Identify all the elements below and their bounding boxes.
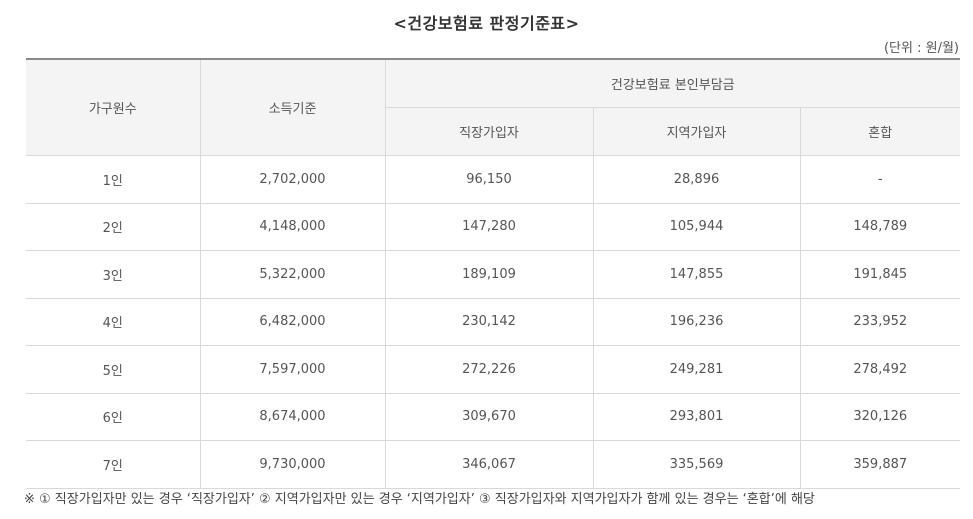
table-row: 3인 5,322,000 189,109 147,855 191,845 [26,250,961,299]
header-premium-group: 건강보험료 본인부담금 [385,58,961,108]
header-income: 소득기준 [200,58,386,156]
page-title: <건강보험료 판정기준표> [393,14,580,33]
cell-household: 6인 [26,393,201,441]
cell-household: 4인 [26,298,201,346]
cell-mixed: 359,887 [800,440,961,489]
cell-employee: 189,109 [385,250,594,299]
cell-employee: 309,670 [385,393,594,441]
cell-income: 9,730,000 [200,440,386,489]
cell-income: 7,597,000 [200,345,386,394]
table-row: 6인 8,674,000 309,670 293,801 320,126 [26,393,961,441]
table-row: 4인 6,482,000 230,142 196,236 233,952 [26,298,961,346]
cell-regional: 196,236 [593,298,801,346]
header-regional: 지역가입자 [593,107,801,156]
header-mixed: 혼합 [800,107,961,156]
cell-household: 7인 [26,440,201,489]
cell-mixed: 148,789 [800,203,961,251]
cell-mixed: 320,126 [800,393,961,441]
cell-employee: 96,150 [385,155,594,204]
unit-label: (단위 : 원/월) [883,41,959,56]
table-row: 5인 7,597,000 272,226 249,281 278,492 [26,345,961,394]
cell-income: 2,702,000 [200,155,386,204]
table-row: 7인 9,730,000 346,067 335,569 359,887 [26,440,961,489]
cell-employee: 230,142 [385,298,594,346]
premium-criteria-table: 가구원수 소득기준 건강보험료 본인부담금 직장가입자 지역가입자 혼합 1인 … [26,58,961,489]
footnote: ※ ① 직장가입자만 있는 경우 ‘직장가입자’ ② 지역가입자만 있는 경우 … [24,492,815,507]
cell-employee: 147,280 [385,203,594,251]
table-row: 1인 2,702,000 96,150 28,896 - [26,155,961,204]
cell-regional: 293,801 [593,393,801,441]
cell-regional: 249,281 [593,345,801,394]
header-household: 가구원수 [26,58,201,156]
cell-mixed: 233,952 [800,298,961,346]
cell-mixed: - [800,155,961,204]
cell-income: 8,674,000 [200,393,386,441]
cell-income: 5,322,000 [200,250,386,299]
cell-income: 6,482,000 [200,298,386,346]
cell-income: 4,148,000 [200,203,386,251]
cell-mixed: 191,845 [800,250,961,299]
cell-regional: 28,896 [593,155,801,204]
header-employee: 직장가입자 [385,107,594,156]
cell-household: 5인 [26,345,201,394]
cell-regional: 105,944 [593,203,801,251]
cell-employee: 272,226 [385,345,594,394]
table-row: 2인 4,148,000 147,280 105,944 148,789 [26,203,961,251]
cell-regional: 335,569 [593,440,801,489]
cell-employee: 346,067 [385,440,594,489]
cell-mixed: 278,492 [800,345,961,394]
cell-household: 2인 [26,203,201,251]
cell-household: 1인 [26,155,201,204]
cell-regional: 147,855 [593,250,801,299]
cell-household: 3인 [26,250,201,299]
